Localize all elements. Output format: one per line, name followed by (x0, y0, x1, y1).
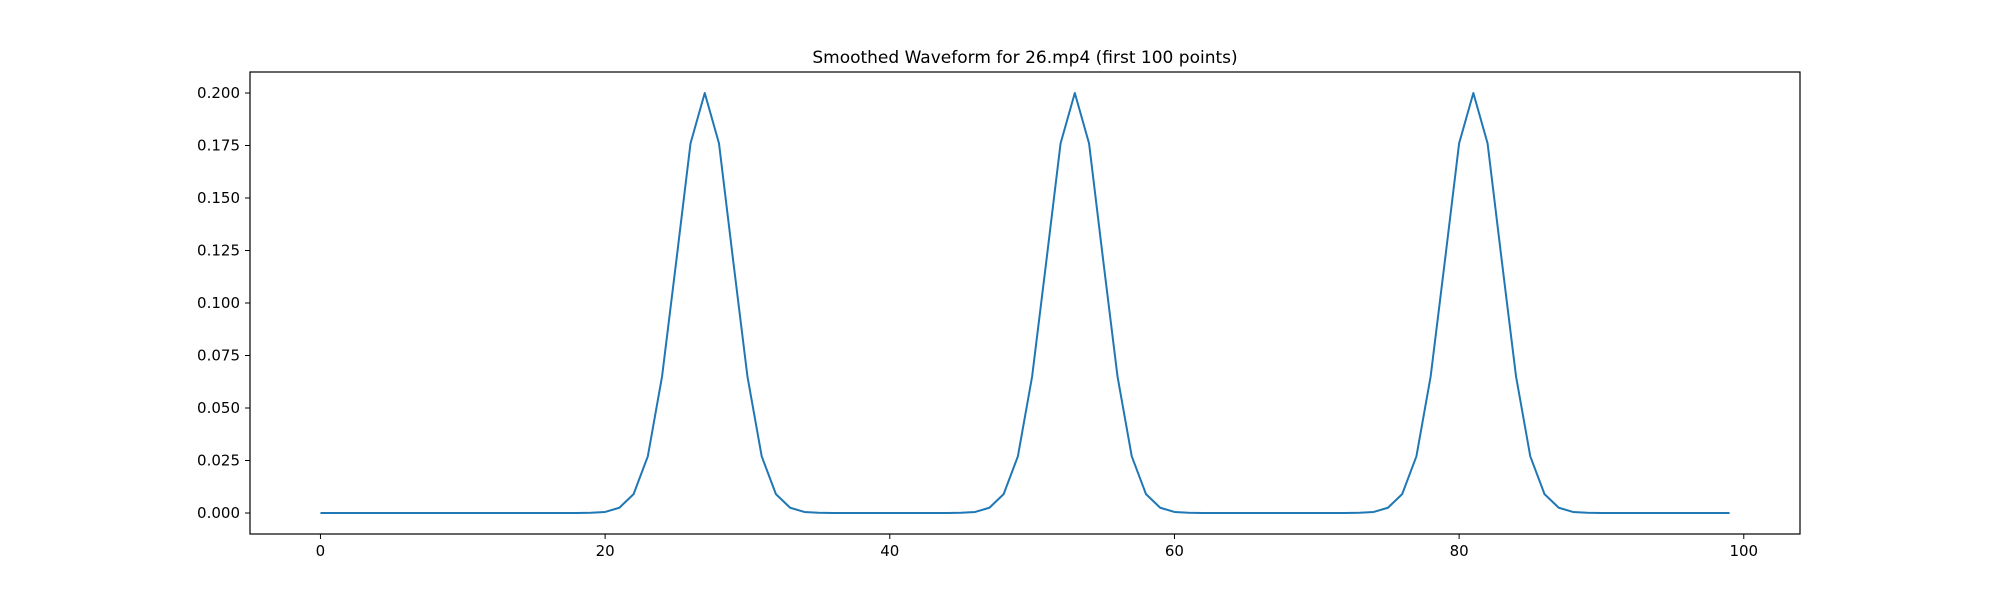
y-tick-label: 0.075 (197, 347, 240, 365)
y-tick-label: 0.150 (197, 189, 240, 207)
x-tick-label: 80 (1450, 542, 1469, 560)
series-line (320, 92, 1730, 514)
plot-frame (249, 71, 1801, 535)
y-tick-label: 0.000 (197, 504, 240, 522)
y-tick-label: 0.125 (197, 242, 240, 260)
x-tick-label: 40 (880, 542, 899, 560)
y-tick-label: 0.175 (197, 137, 240, 155)
y-tick-label: 0.025 (197, 452, 240, 470)
chart-title: Smoothed Waveform for 26.mp4 (first 100 … (812, 48, 1237, 68)
x-tick-label: 100 (1729, 542, 1758, 560)
x-tick-label: 0 (316, 542, 326, 560)
y-tick-label: 0.200 (197, 84, 240, 102)
x-tick-label: 60 (1165, 542, 1184, 560)
y-tick-label: 0.050 (197, 399, 240, 417)
axes: 0 20 40 60 80 100 0.000 0.025 0.050 0.075 0.100 0.1… (197, 84, 1758, 560)
y-tick-label: 0.100 (197, 294, 240, 312)
x-tick-label: 20 (596, 542, 615, 560)
plot-area (320, 92, 1730, 514)
